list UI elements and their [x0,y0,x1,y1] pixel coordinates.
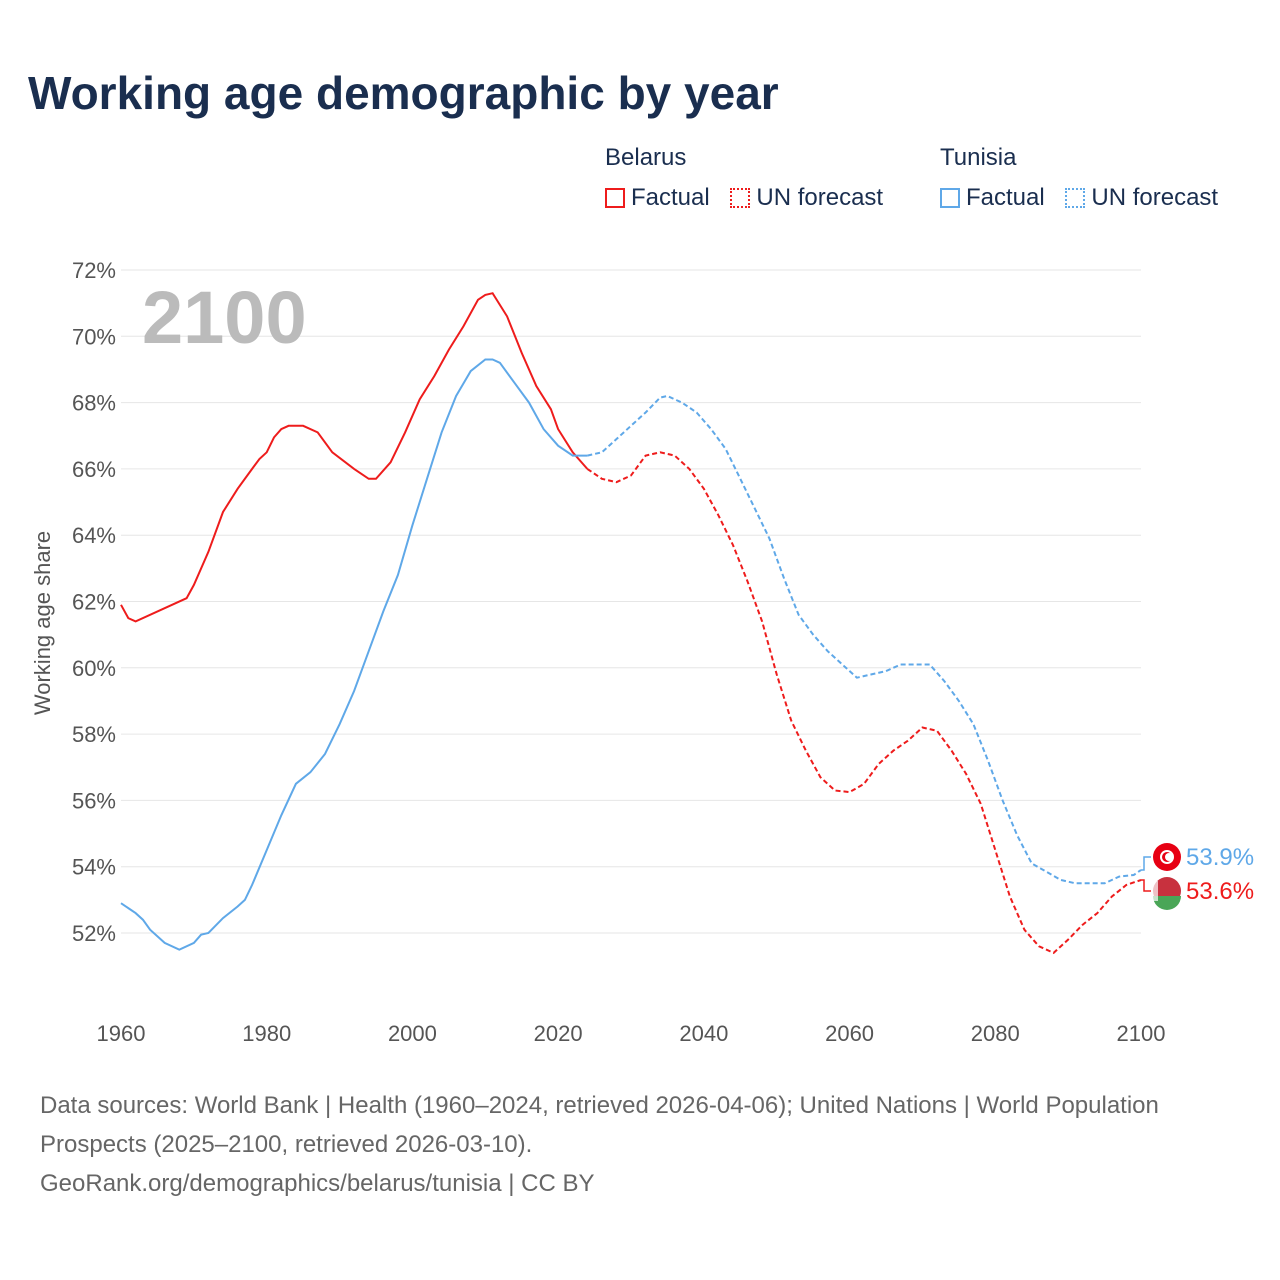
source-note: Data sources: World Bank | Health (1960–… [40,1086,1160,1203]
legend-label: Factual [966,184,1045,211]
legend-label: UN forecast [756,184,884,211]
legend-item-forecast[interactable]: UN forecast [730,184,883,212]
y-tick-label: 62% [72,590,116,615]
chart-title: Working age demographic by year [28,67,779,119]
line-chart: 52% 54% 56% 58% 60% 62% 64% 66% 68% 70% 72% 1960 198… [30,258,1254,1046]
belarus-flag-icon [1153,877,1181,910]
year-label: 2100 [142,276,307,359]
y-tick-label: 56% [72,788,116,813]
legend-item-forecast[interactable]: UN forecast [1065,184,1218,212]
legend-item-factual[interactable]: Factual [940,184,1045,212]
legend-label: Factual [631,184,710,211]
source-text: Data sources: World Bank | Health (1960–… [40,1092,1159,1158]
y-tick-label: 54% [72,855,116,880]
legend-belarus: Belarus Factual UN forecast [605,144,897,215]
y-tick-label: 64% [72,523,116,548]
y-tick-label: 68% [72,391,116,416]
tunisia-flag-icon [1153,843,1181,871]
y-tick-label: 60% [72,656,116,681]
swatch-solid [605,188,625,208]
swatch-dotted [730,188,751,208]
end-connector [1141,856,1151,871]
legend-country: Tunisia [940,144,1017,171]
end-connector [1141,879,1151,892]
legend-item-factual[interactable]: Factual [605,184,710,212]
x-tick-label: 2000 [388,1021,437,1046]
series-line-belarus-factual [120,292,589,623]
y-axis-label: Working age share [30,531,55,715]
x-tick-label: 1980 [242,1021,291,1046]
swatch-solid [940,188,960,208]
y-tick-label: 72% [72,258,116,283]
y-tick-label: 66% [72,457,116,482]
end-value-label: 53.6% [1186,878,1254,905]
legend-tunisia: Tunisia Factual UN forecast [940,144,1232,215]
x-tick-label: 2020 [534,1021,583,1046]
series-line-tunisia-factual [120,358,588,951]
series-line-tunisia-forecast [587,394,1142,885]
legend-country: Belarus [605,144,687,171]
swatch-dotted [1065,188,1086,208]
x-tick-label: 2060 [825,1021,874,1046]
y-tick-label: 70% [72,324,116,349]
source-link[interactable]: GeoRank.org/demographics/belarus/tunisia… [40,1170,595,1197]
x-tick-label: 1960 [97,1021,146,1046]
legend-label: UN forecast [1091,184,1219,211]
y-tick-label: 52% [72,921,116,946]
end-value-label: 53.9% [1186,844,1254,871]
y-tick-label: 58% [72,722,116,747]
x-tick-label: 2080 [971,1021,1020,1046]
x-tick-label: 2100 [1117,1021,1166,1046]
series-line-belarus-forecast [586,451,1142,955]
x-tick-label: 2040 [679,1021,728,1046]
